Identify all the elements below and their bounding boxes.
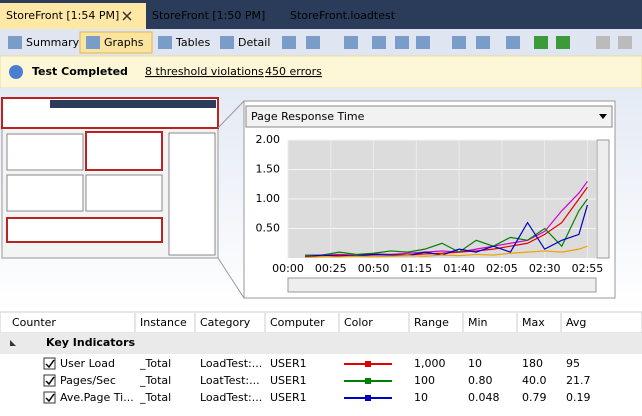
column-header[interactable]: Range — [414, 316, 449, 329]
color-swatch-marker — [365, 361, 371, 367]
table-cell: LoadTest:... — [200, 357, 262, 370]
active-tab[interactable] — [0, 3, 146, 29]
toolbar-label[interactable]: Detail — [238, 36, 270, 49]
tab-label[interactable]: StoreFront.loadtest — [290, 9, 396, 22]
series-line — [305, 245, 588, 259]
column-header[interactable]: Avg — [566, 316, 586, 329]
column-header[interactable]: Counter — [12, 316, 56, 329]
x-tick-label: 00:50 — [358, 262, 390, 275]
table-cell: 21.7 — [566, 374, 591, 387]
table-cell: _Total — [139, 391, 171, 404]
color-swatch-marker — [365, 378, 371, 384]
table-cell: _Total — [139, 374, 171, 387]
row-checkbox[interactable] — [43, 374, 56, 387]
table-cell: USER1 — [270, 391, 307, 404]
series-line — [305, 198, 588, 257]
table-cell: LoadTest:... — [200, 391, 262, 404]
color-swatch-marker — [365, 395, 371, 401]
table-cell: 0.048 — [468, 391, 500, 404]
errors-link[interactable]: 450 errors — [265, 65, 322, 78]
table-cell: 0.80 — [468, 374, 493, 387]
close-icon[interactable] — [122, 11, 132, 21]
x-tick-label: 02:30 — [529, 262, 561, 275]
check-mark — [45, 393, 55, 403]
table-cell: USER1 — [270, 357, 307, 370]
table-cell: Ave.Page Ti... — [60, 391, 134, 404]
table-cell: 0.79 — [522, 391, 547, 404]
graph-dropdown[interactable] — [245, 105, 613, 128]
toolbar-icons[interactable] — [8, 36, 632, 49]
row-checkbox[interactable] — [43, 357, 56, 370]
column-header[interactable]: Max — [522, 316, 545, 329]
check-mark — [45, 376, 55, 386]
tab-label[interactable]: StoreFront [1:54 PM] — [6, 9, 119, 22]
column-header[interactable]: Min — [468, 316, 488, 329]
group-label: Key Indicators — [46, 336, 136, 349]
row-checkbox[interactable] — [43, 391, 56, 404]
y-tick-label: 2.00 — [256, 133, 281, 146]
table-cell: 10 — [414, 391, 428, 404]
x-tick-label: 01:15 — [400, 262, 432, 275]
table-cell: 10 — [468, 357, 482, 370]
table-cell: 95 — [566, 357, 580, 370]
toolbar-label[interactable]: Tables — [175, 36, 210, 49]
column-header[interactable]: Category — [200, 316, 251, 329]
graph-title[interactable]: Page Response Time — [251, 110, 365, 123]
y-tick-label: 1.50 — [256, 163, 281, 176]
x-tick-label: 00:00 — [272, 262, 304, 275]
table-cell: 1,000 — [414, 357, 446, 370]
table-cell: LoatTest:... — [200, 374, 260, 387]
tab-label[interactable]: StoreFront [1:50 PM] — [152, 9, 265, 22]
table-cell: _Total — [139, 357, 171, 370]
x-tick-label: 00:25 — [315, 262, 347, 275]
group-row — [0, 333, 642, 354]
h-scrollbar[interactable] — [287, 277, 597, 293]
column-header[interactable]: Color — [344, 316, 373, 329]
y-tick-label: 1.00 — [256, 192, 281, 205]
table-cell: Pages/Sec — [60, 374, 116, 387]
y-tick-label: 0.50 — [256, 222, 281, 235]
table-cell: 180 — [522, 357, 543, 370]
v-scrollbar[interactable] — [596, 139, 610, 259]
x-tick-label: 02:05 — [486, 262, 518, 275]
layout-thumbnail — [1, 97, 245, 299]
check-mark — [45, 359, 55, 369]
table-cell: USER1 — [270, 374, 307, 387]
table-cell: User Load — [60, 357, 115, 370]
status-icon — [9, 65, 23, 79]
status-text: Test Completed — [32, 65, 128, 78]
x-tick-label: 02:55 — [572, 262, 604, 275]
toolbar-label[interactable]: Summary — [26, 36, 80, 49]
column-header[interactable]: Instance — [140, 316, 187, 329]
table-cell: 40.0 — [522, 374, 547, 387]
dropdown-arrow[interactable] — [599, 114, 607, 119]
x-tick-label: 01:40 — [443, 262, 475, 275]
expand-icon[interactable] — [10, 340, 16, 346]
table-cell: 0.19 — [566, 391, 591, 404]
violations-link[interactable]: 8 threshold violations — [145, 65, 264, 78]
table-cell: 100 — [414, 374, 435, 387]
toolbar-label[interactable]: Graphs — [104, 36, 144, 49]
column-header[interactable]: Computer — [270, 316, 325, 329]
